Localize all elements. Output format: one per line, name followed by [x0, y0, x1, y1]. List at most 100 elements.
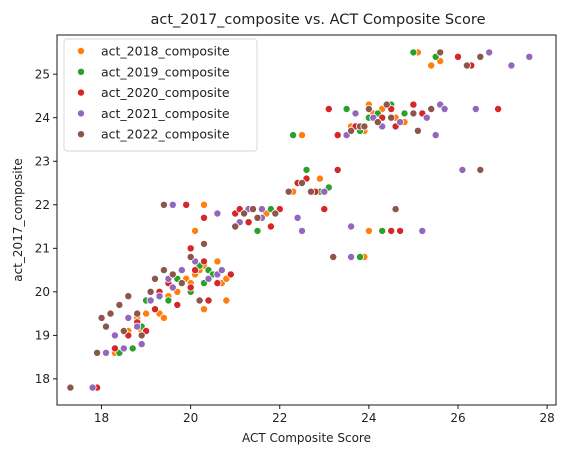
- data-point: [204, 296, 213, 305]
- x-tick-label: 20: [183, 411, 198, 425]
- data-point: [177, 266, 186, 275]
- data-point: [378, 226, 387, 235]
- data-point: [102, 348, 111, 357]
- data-point: [199, 305, 208, 314]
- data-point: [387, 113, 396, 122]
- data-point: [133, 322, 142, 331]
- series-act_2022_composite: [66, 48, 485, 392]
- data-point: [115, 300, 124, 309]
- y-tick-label: 20: [35, 285, 50, 299]
- data-point: [150, 305, 159, 314]
- data-point: [458, 165, 467, 174]
- y-tick-label: 19: [35, 329, 50, 343]
- data-point: [244, 218, 253, 227]
- data-point: [396, 118, 405, 127]
- data-point: [333, 165, 342, 174]
- data-point: [525, 52, 534, 61]
- data-point: [199, 213, 208, 222]
- data-point: [186, 252, 195, 261]
- data-point: [453, 52, 462, 61]
- legend-marker: [77, 109, 86, 118]
- data-point: [102, 322, 111, 331]
- data-point: [133, 309, 142, 318]
- data-point: [222, 296, 231, 305]
- data-point: [271, 209, 280, 218]
- x-tick-label: 24: [361, 411, 376, 425]
- legend-label: act_2020_composite: [101, 85, 230, 100]
- data-point: [396, 226, 405, 235]
- data-point: [347, 252, 356, 261]
- data-point: [485, 48, 494, 57]
- data-point: [347, 222, 356, 231]
- data-point: [333, 131, 342, 140]
- axes: 18 20 22 24 26 28 18 19 20 21 22 23 24 25: [35, 67, 555, 425]
- data-point: [373, 118, 382, 127]
- y-axis-label: act_2017_composite: [11, 158, 25, 281]
- data-point: [413, 126, 422, 135]
- data-point: [315, 174, 324, 183]
- plot-area: [66, 48, 534, 392]
- data-point: [409, 109, 418, 118]
- data-point: [306, 187, 315, 196]
- legend-label: act_2021_composite: [101, 106, 230, 121]
- data-point: [186, 283, 195, 292]
- data-point: [110, 331, 119, 340]
- data-point: [248, 205, 257, 214]
- data-point: [213, 279, 222, 288]
- data-point: [213, 257, 222, 266]
- data-point: [168, 270, 177, 279]
- data-point: [159, 200, 168, 209]
- data-point: [436, 48, 445, 57]
- y-tick-label: 24: [35, 111, 50, 125]
- x-tick-label: 22: [272, 411, 287, 425]
- data-point: [217, 266, 226, 275]
- data-point: [119, 326, 128, 335]
- legend: act_2018_composite act_2019_composite act_…: [63, 38, 258, 152]
- data-point: [266, 222, 275, 231]
- data-point: [155, 292, 164, 301]
- x-tick-label: 26: [450, 411, 465, 425]
- data-point: [159, 313, 168, 322]
- data-point: [66, 383, 75, 392]
- data-point: [150, 274, 159, 283]
- x-tick-label: 28: [539, 411, 554, 425]
- data-point: [302, 165, 311, 174]
- data-point: [257, 205, 266, 214]
- legend-label: act_2018_composite: [101, 44, 230, 59]
- data-point: [226, 270, 235, 279]
- data-point: [124, 292, 133, 301]
- data-point: [462, 61, 471, 70]
- data-point: [199, 257, 208, 266]
- data-point: [177, 279, 186, 288]
- data-point: [364, 226, 373, 235]
- legend-marker: [77, 88, 86, 97]
- data-point: [400, 109, 409, 118]
- data-point: [97, 313, 106, 322]
- data-point: [240, 209, 249, 218]
- data-point: [284, 187, 293, 196]
- chart-title: act_2017_composite vs. ACT Composite Sco…: [150, 12, 485, 28]
- data-point: [422, 113, 431, 122]
- data-point: [137, 340, 146, 349]
- data-point: [173, 300, 182, 309]
- data-point: [168, 283, 177, 292]
- data-point: [124, 313, 133, 322]
- data-point: [137, 331, 146, 340]
- data-point: [391, 205, 400, 214]
- data-point: [186, 244, 195, 253]
- data-point: [253, 226, 262, 235]
- data-point: [320, 205, 329, 214]
- data-point: [253, 213, 262, 222]
- y-tick-label: 25: [35, 67, 50, 81]
- legend-box: [63, 38, 258, 152]
- y-tick-label: 21: [35, 242, 50, 256]
- data-point: [494, 105, 503, 114]
- data-point: [93, 348, 102, 357]
- data-point: [382, 100, 391, 109]
- data-point: [191, 266, 200, 275]
- plot-frame: [56, 34, 557, 406]
- data-point: [507, 61, 516, 70]
- data-point: [297, 226, 306, 235]
- data-point: [231, 222, 240, 231]
